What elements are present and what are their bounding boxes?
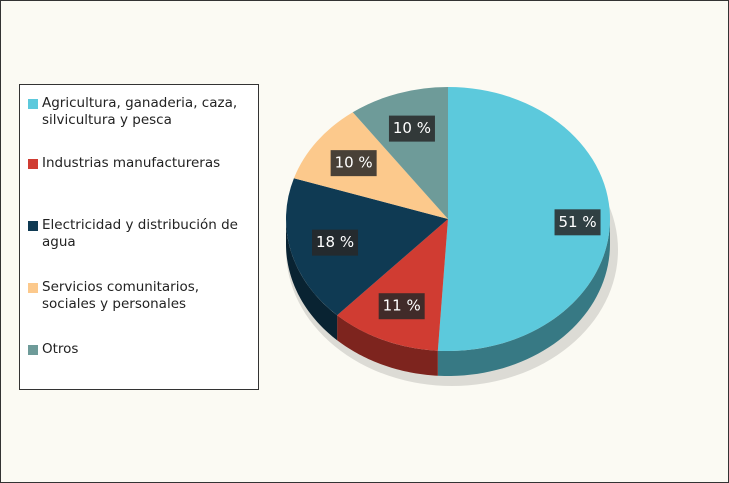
legend-swatch [28,345,38,355]
data-label: 11 % [383,297,421,315]
legend-label: Otros [42,341,79,357]
data-label: 10 % [393,119,431,137]
data-label: 18 % [316,233,354,251]
slice-side [286,219,338,341]
legend-label: Agricultura, ganaderia, caza, silvicultu… [42,95,238,128]
data-label: 10 % [335,154,373,172]
slice [286,178,448,316]
label-box [554,209,601,236]
legend-label: Servicios comunitarios, sociales y perso… [42,279,200,312]
slice-side [437,219,610,376]
label-box [330,150,377,177]
legend-item: Otros [28,341,242,358]
legend: Agricultura, ganaderia, caza, silvicultu… [19,84,259,390]
slice [437,87,610,351]
data-label: 51 % [558,213,596,231]
legend-swatch [28,99,38,109]
legend-swatch [28,283,38,293]
legend-swatch [28,159,38,169]
legend-item: Agricultura, ganaderia, caza, silvicultu… [28,95,242,129]
slice-side [337,315,438,376]
legend-item: Electricidad y distribución de agua [28,217,242,251]
legend-item: Industrias manufactureras [28,155,242,172]
legend-swatch [28,221,38,231]
label-box [378,293,425,320]
legend-item: Servicios comunitarios, sociales y perso… [28,279,242,313]
label-box [312,229,359,256]
legend-label: Industrias manufactureras [42,155,221,171]
label-box [388,115,435,142]
legend-label: Electricidad y distribución de agua [42,217,238,250]
